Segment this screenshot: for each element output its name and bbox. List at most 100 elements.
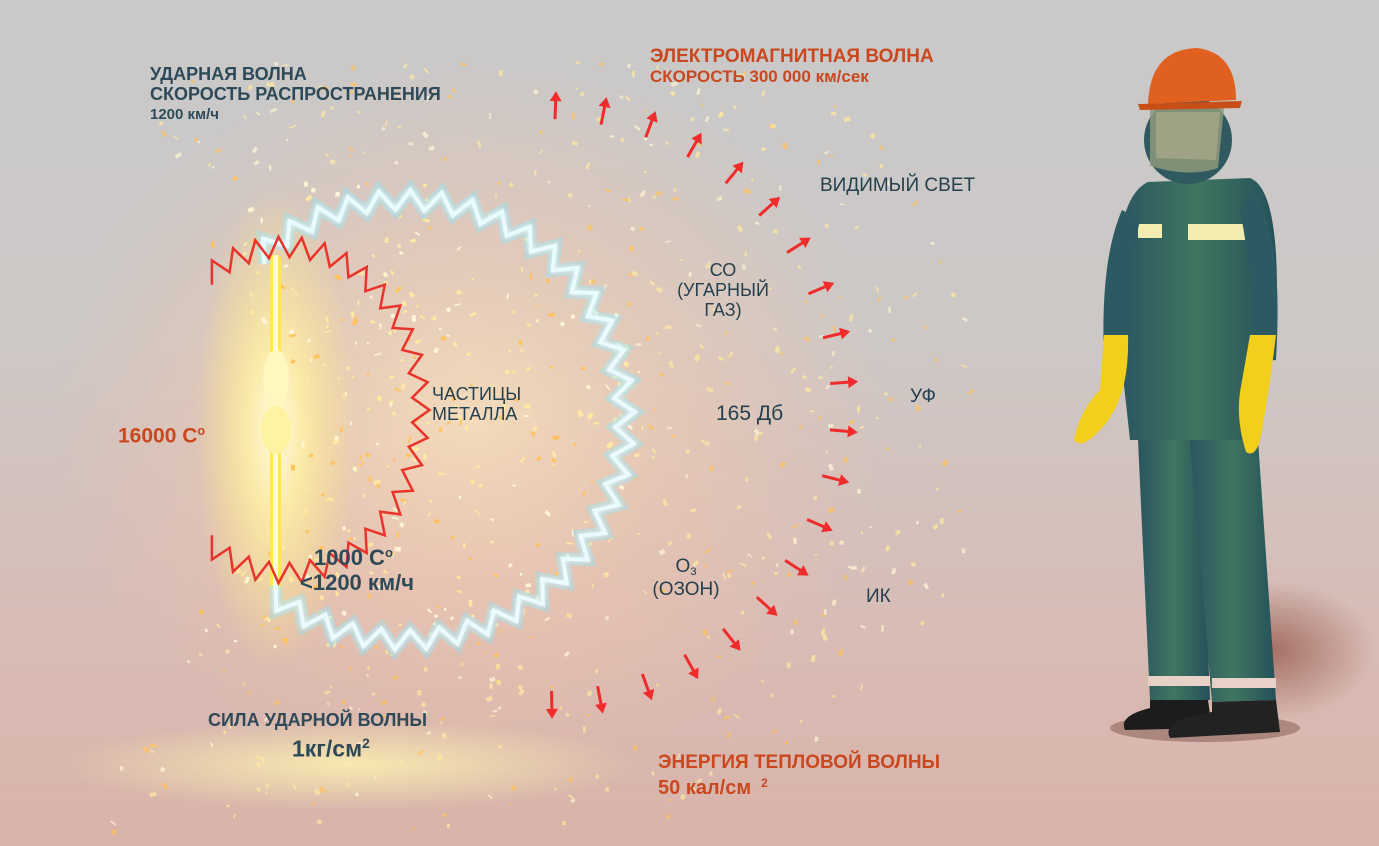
metal-particle bbox=[256, 762, 261, 767]
metal-particle bbox=[414, 231, 421, 237]
metal-particle bbox=[613, 312, 620, 319]
metal-particle bbox=[518, 688, 525, 696]
metal-particle bbox=[405, 453, 412, 458]
metal-particle bbox=[492, 385, 497, 391]
metal-particle bbox=[190, 78, 196, 84]
metal-particle bbox=[684, 448, 691, 455]
metal-particle bbox=[824, 223, 829, 229]
metal-particle bbox=[456, 290, 462, 295]
metal-particle bbox=[705, 264, 710, 269]
metal-particle bbox=[242, 682, 246, 686]
metal-particle bbox=[417, 689, 422, 696]
metal-particle bbox=[814, 736, 819, 742]
metal-particle bbox=[792, 523, 799, 529]
metal-particle bbox=[643, 109, 647, 113]
metal-particle bbox=[910, 561, 917, 567]
metal-particle bbox=[916, 520, 919, 525]
metal-particle bbox=[346, 529, 351, 534]
metal-particle bbox=[401, 300, 407, 307]
metal-particle bbox=[809, 409, 815, 413]
metal-particle bbox=[382, 271, 389, 278]
metal-particle bbox=[607, 537, 614, 543]
metal-particle bbox=[779, 185, 782, 191]
metal-particle bbox=[631, 270, 639, 277]
metal-particle bbox=[665, 240, 672, 243]
metal-particle bbox=[408, 73, 415, 81]
metal-particle bbox=[255, 786, 261, 793]
metal-particle bbox=[679, 258, 683, 261]
metal-particle bbox=[827, 463, 835, 472]
metal-particle bbox=[428, 145, 435, 151]
metal-particle bbox=[454, 303, 462, 307]
metal-particle bbox=[695, 323, 702, 328]
metal-particle bbox=[706, 386, 714, 393]
metal-particle bbox=[875, 416, 880, 421]
metal-particle bbox=[346, 366, 351, 371]
metal-particle bbox=[367, 665, 370, 670]
metal-particle bbox=[651, 195, 657, 199]
metal-particle bbox=[626, 301, 632, 307]
metal-particle bbox=[577, 249, 581, 253]
metal-particle bbox=[240, 570, 246, 577]
metal-particle bbox=[535, 319, 539, 323]
metal-particle bbox=[875, 286, 880, 293]
metal-particle bbox=[544, 510, 552, 517]
metal-particle bbox=[665, 813, 672, 820]
metal-particle bbox=[574, 86, 579, 91]
metal-particle bbox=[888, 306, 891, 313]
metal-particle bbox=[391, 516, 399, 520]
metal-particle bbox=[398, 522, 405, 528]
metal-particle bbox=[571, 140, 578, 146]
metal-particle bbox=[312, 353, 321, 360]
metal-particle bbox=[704, 563, 708, 568]
metal-particle bbox=[854, 226, 859, 229]
metal-particle bbox=[332, 640, 337, 648]
metal-particle bbox=[673, 188, 677, 193]
metal-particle bbox=[506, 293, 509, 300]
metal-particle bbox=[493, 651, 500, 659]
metal-particle bbox=[565, 612, 573, 619]
metal-particle bbox=[524, 404, 531, 409]
metal-particle bbox=[617, 381, 622, 387]
metal-particle bbox=[440, 716, 445, 721]
metal-particle bbox=[779, 460, 786, 469]
metal-particle bbox=[412, 826, 416, 831]
metal-particle bbox=[348, 536, 354, 542]
metal-particle bbox=[393, 329, 397, 333]
metal-particle bbox=[471, 417, 474, 422]
metal-particle bbox=[159, 766, 166, 773]
metal-particle bbox=[348, 146, 354, 153]
metal-particle bbox=[160, 130, 168, 138]
metal-particle bbox=[814, 553, 818, 556]
metal-particle bbox=[751, 580, 756, 586]
shock-wave-title: УДАРНАЯ ВОЛНА bbox=[150, 64, 307, 84]
metal-particle bbox=[283, 264, 289, 268]
metal-particle bbox=[559, 321, 566, 327]
metal-particle bbox=[668, 360, 675, 369]
metal-particle bbox=[374, 646, 379, 649]
metal-particle bbox=[727, 573, 732, 578]
metal-particle bbox=[256, 755, 263, 760]
metal-particle bbox=[364, 452, 371, 458]
metal-particle bbox=[349, 421, 353, 426]
metal-particle bbox=[376, 395, 383, 402]
metal-particle bbox=[366, 674, 369, 677]
metal-particle bbox=[255, 111, 261, 116]
uv-label: УФ bbox=[910, 386, 936, 407]
metal-particle bbox=[744, 251, 748, 257]
metal-particle bbox=[447, 94, 452, 100]
metal-particle bbox=[407, 436, 412, 444]
metal-particle bbox=[357, 300, 360, 306]
metal-particle bbox=[394, 160, 399, 165]
metal-particle bbox=[593, 421, 600, 425]
metal-particle bbox=[580, 366, 587, 370]
metal-particle bbox=[390, 313, 396, 319]
protected-worker-figure bbox=[1074, 48, 1375, 742]
metal-particle bbox=[470, 614, 475, 618]
metal-particle bbox=[512, 484, 517, 487]
metal-particle bbox=[326, 642, 331, 648]
heat-energy-number: 50 кал/см bbox=[658, 777, 752, 800]
metal-particle bbox=[533, 169, 537, 177]
metal-particle bbox=[740, 759, 746, 766]
red-arrow-icon bbox=[821, 474, 850, 486]
